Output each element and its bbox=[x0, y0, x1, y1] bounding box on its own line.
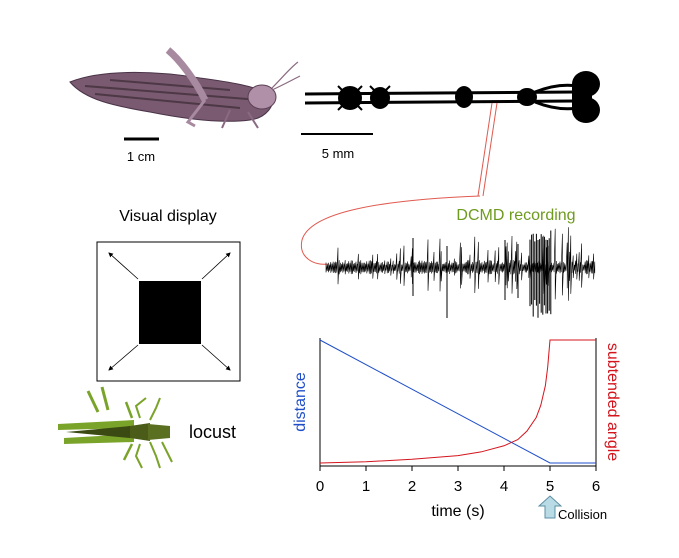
dcmd-recording-label: DCMD recording bbox=[456, 207, 575, 224]
locust-label: locust bbox=[189, 422, 236, 442]
x-tick-label: 2 bbox=[408, 478, 416, 495]
nerve-cord bbox=[304, 71, 600, 123]
expansion-arrows bbox=[108, 252, 231, 371]
subtended-angle-series-line bbox=[319, 339, 596, 464]
scale-label-nerve: 5 mm bbox=[322, 146, 355, 161]
looming-square bbox=[139, 281, 201, 344]
recording-electrode-lines bbox=[300, 102, 498, 265]
chart-x-ticks: 0 1 2 3 4 5 6 bbox=[316, 466, 600, 495]
collision-arrow-icon bbox=[537, 495, 563, 519]
x-tick-label: 0 bbox=[316, 478, 324, 495]
x-tick-label: 6 bbox=[592, 478, 600, 495]
locust-schematic bbox=[58, 386, 173, 469]
distance-axis-label: distance bbox=[292, 372, 309, 432]
dcmd-spike-trace bbox=[325, 227, 596, 318]
chart: 0 1 2 3 4 5 6 bbox=[316, 338, 600, 495]
time-axis-label: time (s) bbox=[431, 503, 484, 520]
spike-trace-baseline bbox=[325, 227, 596, 301]
scale-label-locust: 1 cm bbox=[127, 149, 155, 164]
x-tick-label: 5 bbox=[546, 478, 554, 495]
x-tick-label: 3 bbox=[454, 478, 462, 495]
distance-series-line bbox=[319, 339, 596, 464]
subtended-angle-axis-label: subtended angle bbox=[604, 343, 621, 461]
x-tick-label: 4 bbox=[500, 478, 508, 495]
visual-display-label: Visual display bbox=[119, 208, 217, 225]
x-tick-label: 1 bbox=[362, 478, 370, 495]
collision-label: Collision bbox=[558, 507, 607, 522]
locust-photo bbox=[69, 47, 301, 129]
